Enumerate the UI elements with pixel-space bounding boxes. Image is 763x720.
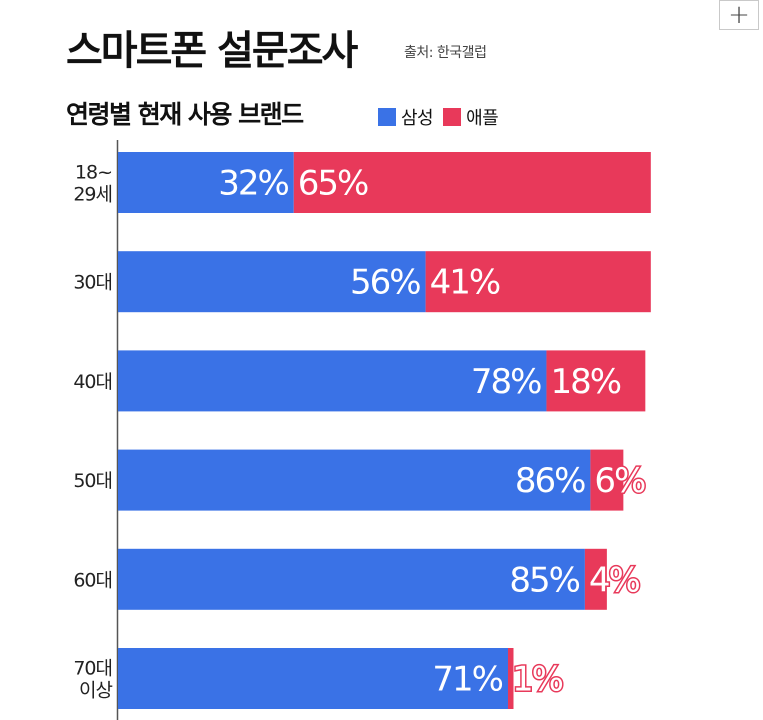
bar-samsung (118, 251, 426, 313)
bar-samsung (118, 648, 509, 709)
bar-apple (293, 152, 651, 213)
category-label: 29세 (73, 184, 112, 206)
bar-samsung (118, 350, 547, 412)
data-label-apple: 1% (512, 660, 563, 700)
expand-plus-icon[interactable]: + (719, 0, 759, 30)
bar-apple (546, 350, 646, 412)
category-label: 60대 (73, 569, 112, 591)
legend-item-samsung: 삼성 (378, 104, 434, 130)
bar-apple (584, 548, 607, 610)
category-label: 30대 (73, 272, 112, 294)
category-label: 50대 (73, 470, 112, 492)
data-label-samsung: 71% (432, 660, 502, 700)
legend-label-samsung: 삼성 (401, 108, 434, 129)
data-label-samsung: 78% (471, 362, 541, 402)
chart-title: 스마트폰 설문조사 (66, 28, 358, 74)
bar-samsung (118, 548, 585, 610)
legend: 삼성 애플 (378, 104, 508, 130)
legend-swatch-apple (443, 108, 462, 126)
data-label-apple: 4% (589, 560, 640, 600)
data-label-apple: 41% (430, 263, 500, 303)
legend-item-apple: 애플 (443, 104, 499, 130)
category-label: 70대 (73, 658, 112, 680)
chart-subtitle: 연령별 현재 사용 브랜드 (66, 100, 304, 129)
data-label-apple: 65% (298, 164, 368, 204)
bar-apple (508, 648, 514, 709)
category-label: 이상 (79, 680, 112, 702)
category-label: 18~ (75, 162, 112, 184)
data-label-samsung: 86% (515, 461, 585, 501)
bar-samsung (118, 152, 294, 213)
data-label-apple: 6% (594, 461, 645, 501)
legend-label-apple: 애플 (466, 108, 499, 129)
data-label-samsung: 56% (350, 263, 420, 303)
bar-apple (590, 449, 624, 511)
bar-samsung (118, 449, 591, 511)
data-label-samsung: 85% (509, 560, 579, 600)
bar-apple (425, 251, 651, 313)
source-note: 출처: 한국갤럽 (404, 45, 487, 61)
legend-swatch-samsung (378, 108, 396, 126)
category-label: 40대 (73, 371, 112, 393)
data-label-samsung: 32% (218, 164, 288, 204)
data-label-apple: 18% (550, 362, 620, 402)
